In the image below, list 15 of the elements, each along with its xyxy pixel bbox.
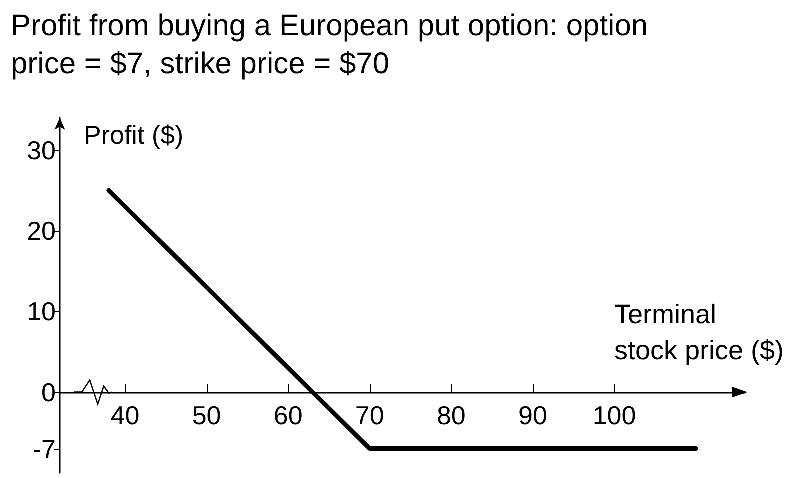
x-tick-label: 60 bbox=[274, 400, 303, 430]
x-tick-label: 100 bbox=[592, 400, 636, 430]
y-tick-label: 0 bbox=[42, 377, 56, 408]
x-tick-label: 90 bbox=[518, 400, 548, 430]
x-tick-label: 40 bbox=[110, 400, 140, 430]
x-tick-label: 80 bbox=[436, 400, 466, 430]
y-tick-label: 30 bbox=[27, 135, 56, 166]
x-tick-label: 70 bbox=[355, 400, 384, 430]
chart-title: Profit from buying a European put option: option price = $7, strike price = $70 bbox=[11, 10, 656, 80]
y-tick-label: -7 bbox=[32, 434, 56, 464]
y-tick-label: 20 bbox=[27, 216, 56, 246]
x-tick-label: 50 bbox=[192, 400, 222, 430]
y-tick-label: 10 bbox=[27, 296, 56, 327]
y-axis-title: Profit ($) bbox=[84, 120, 184, 150]
x-axis-title: Terminal stock price ($) bbox=[614, 299, 784, 366]
